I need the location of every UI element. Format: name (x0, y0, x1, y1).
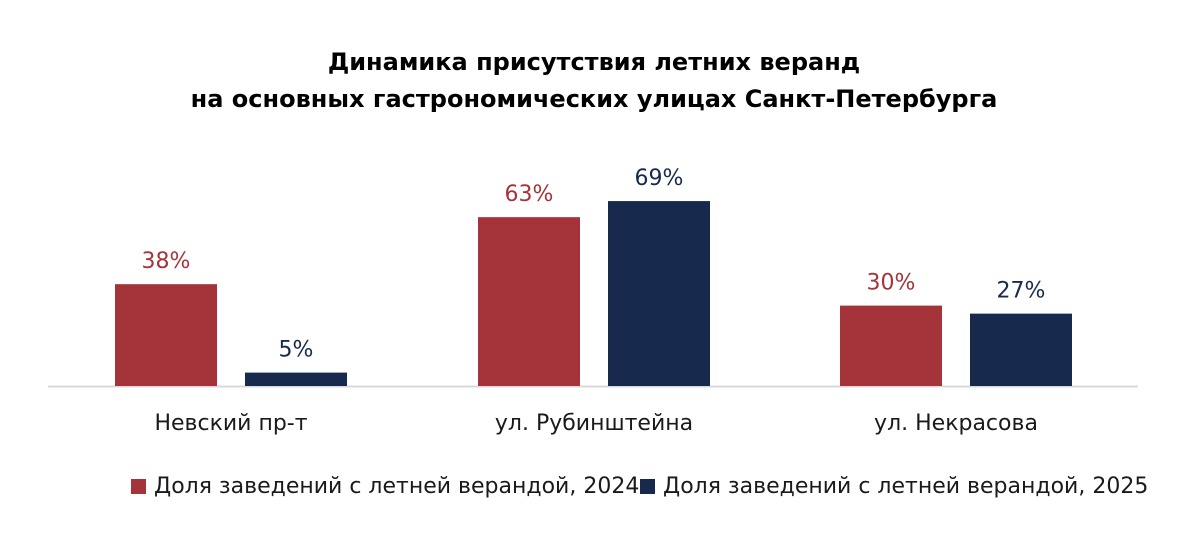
bar-2025-1 (608, 201, 710, 386)
chart-title-line-2: на основных гастрономических улицах Санк… (190, 85, 998, 113)
chart-title-line-1: Динамика присутствия летних веранд (327, 48, 861, 76)
category-label-2: ул. Некрасова (874, 411, 1038, 436)
data-label-2025-1: 69% (635, 166, 684, 191)
legend-item-2024: Доля заведений с летней верандой, 2024 (131, 474, 639, 499)
bar-2024-2 (840, 305, 942, 386)
bar-2025-2 (970, 313, 1072, 386)
bar-2025-0 (245, 372, 347, 386)
chart-title: Динамика присутствия летних веранд на ос… (0, 44, 1188, 118)
category-label-0: Невский пр-т (154, 411, 307, 436)
legend-swatch-2024 (131, 479, 146, 494)
legend-label-2024: Доля заведений с летней верандой, 2024 (154, 474, 640, 499)
category-label-1: ул. Рубинштейна (495, 411, 693, 436)
bar-2024-1 (478, 217, 580, 386)
bar-2024-0 (115, 284, 217, 386)
legend-label-2025: Доля заведений с летней верандой, 2025 (663, 474, 1149, 499)
data-label-2024-0: 38% (142, 249, 191, 274)
legend-item-2025: Доля заведений с летней верандой, 2025 (640, 474, 1148, 499)
data-label-2025-0: 5% (279, 338, 314, 363)
legend: Доля заведений с летней верандой, 2024 Д… (0, 474, 1200, 506)
legend-swatch-2025 (640, 479, 655, 494)
data-label-2025-2: 27% (997, 279, 1046, 304)
data-label-2024-2: 30% (867, 271, 916, 296)
data-label-2024-1: 63% (505, 182, 554, 207)
